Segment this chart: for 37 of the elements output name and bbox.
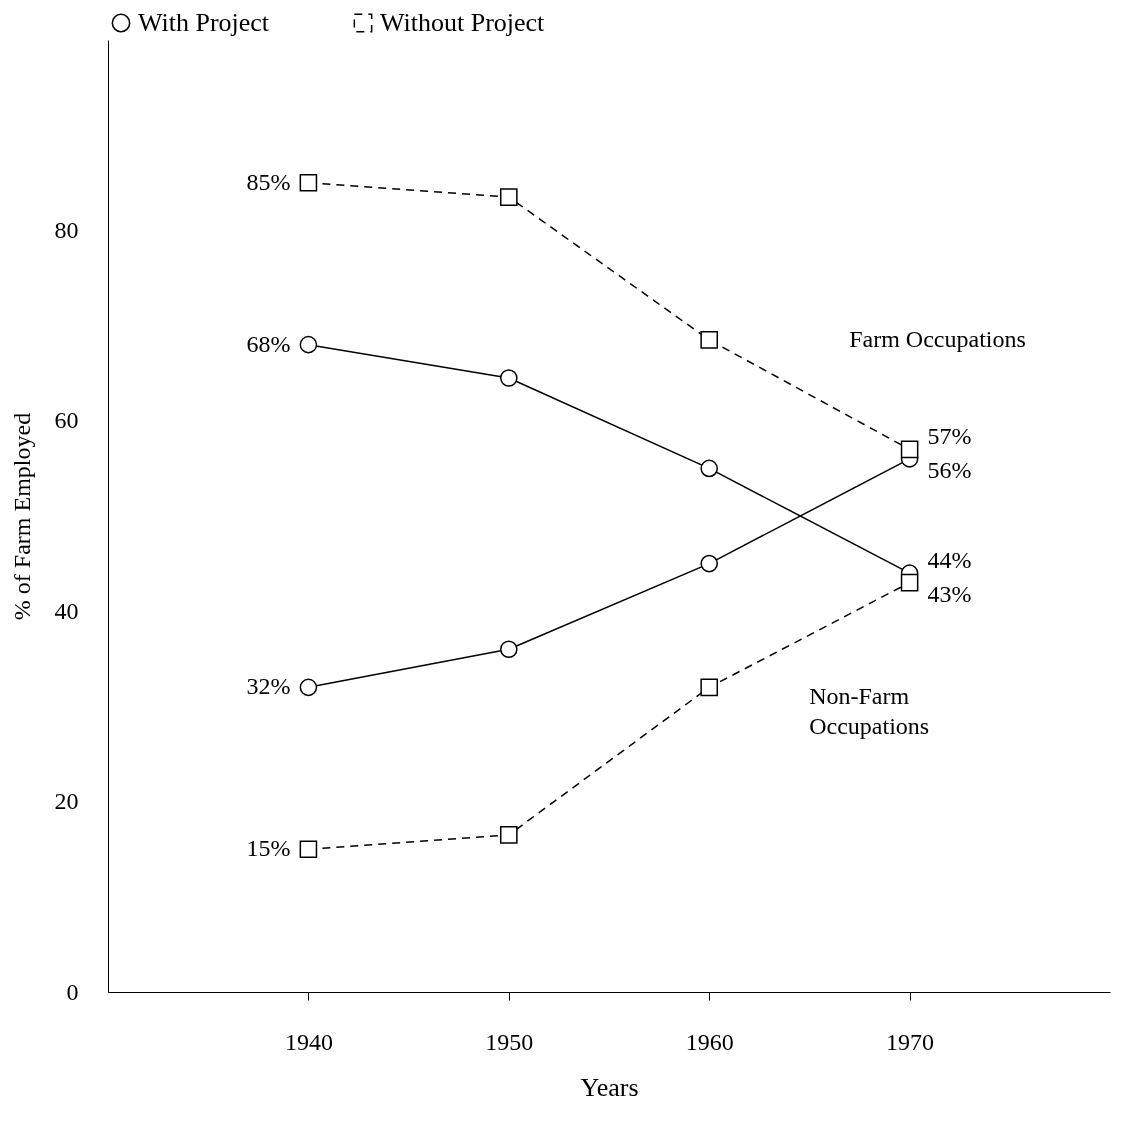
data-label: 43% [927,580,972,607]
point [499,369,518,387]
data-label: 85% [246,168,291,195]
point [499,826,518,844]
legend-label: With Project [138,8,270,37]
point [299,173,318,192]
data-label: 44% [927,547,972,574]
point [299,335,318,354]
y-axis-title: % of Farm Employed [8,412,35,621]
point [499,188,518,206]
point [499,640,518,659]
point [700,554,719,573]
x-axis-title: Years [580,1072,639,1102]
annotation: Farm Occupations [849,325,1026,352]
x-tick-label: 1940 [284,1028,333,1055]
annotation: Non-Farm Occupations [809,683,930,740]
data-label: 32% [246,673,291,700]
point [700,459,719,478]
data-label: 56% [927,456,972,483]
legend-label: Without Project [380,8,546,37]
x-tick-label: 1960 [685,1028,734,1055]
point [900,440,919,459]
x-tick-label: 1970 [886,1028,935,1055]
y-tick-label: 80 [54,216,79,243]
data-label: 57% [927,423,972,450]
point [700,678,719,697]
point [299,840,318,859]
y-tick-label: 40 [54,597,79,624]
data-label: 68% [246,330,291,357]
y-tick-label: 20 [54,788,79,815]
data-label: 15% [246,835,291,862]
y-tick-label: 60 [54,407,79,434]
point [299,678,318,697]
point [900,573,919,592]
y-tick-label: 0 [66,978,79,1005]
point [700,331,719,349]
x-tick-label: 1950 [485,1028,534,1055]
